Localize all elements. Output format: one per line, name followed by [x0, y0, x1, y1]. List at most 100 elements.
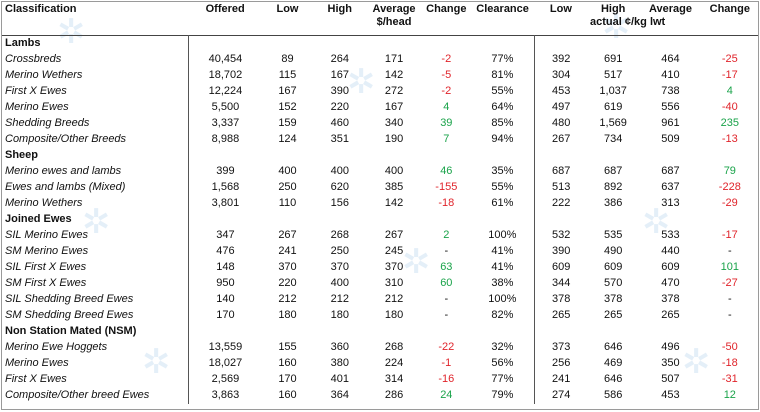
empty-cell: [587, 324, 639, 340]
cell-high: 212: [330, 293, 349, 305]
cell-average-kg: 609: [661, 261, 680, 273]
cell-average-kg: 265: [661, 309, 680, 321]
table-row: First X Ewes 2,569 170 401 314 -16 77% 241 646 50…: [2, 372, 758, 388]
cell-low-kg: 497: [534, 100, 588, 116]
empty-cell: [587, 36, 639, 53]
cell-high-kg: 517: [603, 69, 623, 81]
cell-clearance: 77%: [491, 373, 514, 385]
cell-average: 400: [384, 165, 404, 177]
cell-average: 340: [384, 117, 404, 129]
cell-classification: SM Merino Ewes: [5, 245, 89, 257]
cell-high-kg: 490: [603, 245, 623, 257]
cell-offered: 3,337: [188, 116, 262, 132]
cell-high: 370: [330, 261, 349, 273]
cell-classification: First X Ewes: [5, 85, 67, 97]
cell-low-kg: 687: [534, 164, 588, 180]
cell-average-kg: 738: [661, 85, 680, 97]
cell-high-kg: 386: [603, 197, 623, 209]
empty-cell: [639, 324, 701, 340]
table-row: Merino Ewe Hoggets 13,559 155 360 268 -22 32% 3…: [2, 340, 758, 356]
cell-change-kg: -: [727, 245, 732, 257]
cell-average-kg: 410: [661, 69, 680, 81]
cell-clearance: 61%: [491, 197, 514, 209]
cell-low: 220: [278, 277, 297, 289]
header-low-kg: Low: [549, 3, 572, 15]
cell-high: 390: [330, 85, 349, 97]
cell-clearance: 100%: [488, 293, 517, 305]
cell-offered: 148: [188, 260, 262, 276]
empty-cell: [702, 212, 758, 228]
cell-average: 212: [384, 293, 404, 305]
cell-change-kg: 101: [720, 261, 739, 273]
cell-change-kg: -40: [721, 101, 738, 113]
table-row: SIL Shedding Breed Ewes 140 212 212 212 - 100%…: [2, 292, 758, 308]
cell-average: 286: [384, 389, 404, 401]
cell-low: 160: [278, 357, 297, 369]
cell-offered: 3,863: [188, 388, 262, 404]
cell-average-kg: 637: [661, 181, 680, 193]
cell-change: 39: [440, 117, 453, 129]
cell-change: -2: [441, 53, 452, 65]
cell-average: 180: [384, 309, 404, 321]
cell-classification: Merino ewes and lambs: [5, 165, 122, 177]
table-row: SM First X Ewes 950 220 400 310 60 38% 344 570 47…: [2, 276, 758, 292]
cell-high: 400: [330, 277, 349, 289]
cell-change: 63: [440, 261, 453, 273]
cell-high: 351: [330, 133, 349, 145]
empty-cell: [366, 324, 422, 340]
cell-change-kg: -: [727, 309, 732, 321]
cell-change-kg: -13: [721, 133, 738, 145]
empty-cell: [702, 148, 758, 164]
cell-average-kg: 350: [661, 357, 680, 369]
cell-high: 220: [330, 101, 349, 113]
cell-average: 272: [384, 85, 404, 97]
cell-clearance: 41%: [491, 261, 514, 273]
cell-offered: 950: [188, 276, 262, 292]
empty-cell: [422, 212, 470, 228]
header-head-unit: $/head: [376, 16, 412, 28]
cell-low-kg: 274: [534, 388, 588, 404]
cell-classification: SM Shedding Breed Ewes: [5, 309, 134, 321]
section-title: Lambs: [5, 37, 41, 49]
table-row: Merino Wethers 18,702 115 167 142 -5 81% 304 517…: [2, 68, 758, 84]
cell-high: 156: [330, 197, 349, 209]
cell-low-kg: 373: [534, 340, 588, 356]
cell-low: 400: [278, 165, 297, 177]
cell-change-kg: -: [727, 293, 732, 305]
empty-cell: [188, 148, 262, 164]
cell-average-kg: 687: [661, 165, 680, 177]
cell-high: 167: [330, 69, 349, 81]
cell-low: 267: [278, 229, 297, 241]
empty-cell: [261, 212, 313, 228]
cell-high: 268: [330, 229, 349, 241]
cell-low-kg: 256: [534, 356, 588, 372]
cell-offered: 347: [188, 228, 262, 244]
cell-high-kg: 469: [603, 357, 623, 369]
cell-average-kg: 313: [661, 197, 680, 209]
cell-offered: 8,988: [188, 132, 262, 148]
empty-cell: [534, 212, 588, 228]
empty-cell: [639, 36, 701, 53]
table-row: SM Shedding Breed Ewes 170 180 180 180 - 82% 26…: [2, 308, 758, 324]
cell-low-kg: 392: [534, 52, 588, 68]
header-average-label: Average: [372, 3, 416, 15]
cell-change: -5: [441, 69, 452, 81]
section-title: Non Station Mated (NSM): [5, 325, 137, 337]
cell-high-kg: 892: [603, 181, 623, 193]
cell-high-kg: 1,569: [599, 117, 627, 129]
cell-classification: SIL First X Ewes: [5, 261, 87, 273]
cell-average: 142: [384, 197, 404, 209]
cell-low: 124: [278, 133, 297, 145]
cell-classification: Composite/Other breed Ewes: [5, 389, 150, 401]
cell-low: 370: [278, 261, 297, 273]
cell-high: 364: [330, 389, 349, 401]
table-row: Merino Ewes 5,500 152 220 167 4 64% 497 619 556 -4…: [2, 100, 758, 116]
cell-change: -155: [435, 181, 458, 193]
cell-clearance: 100%: [488, 229, 517, 241]
cell-classification: Merino Wethers: [5, 69, 83, 81]
cell-change: -2: [441, 85, 452, 97]
header-classification: Classification: [5, 3, 77, 15]
header-average-kg: Average: [648, 3, 692, 15]
cell-offered: 476: [188, 244, 262, 260]
